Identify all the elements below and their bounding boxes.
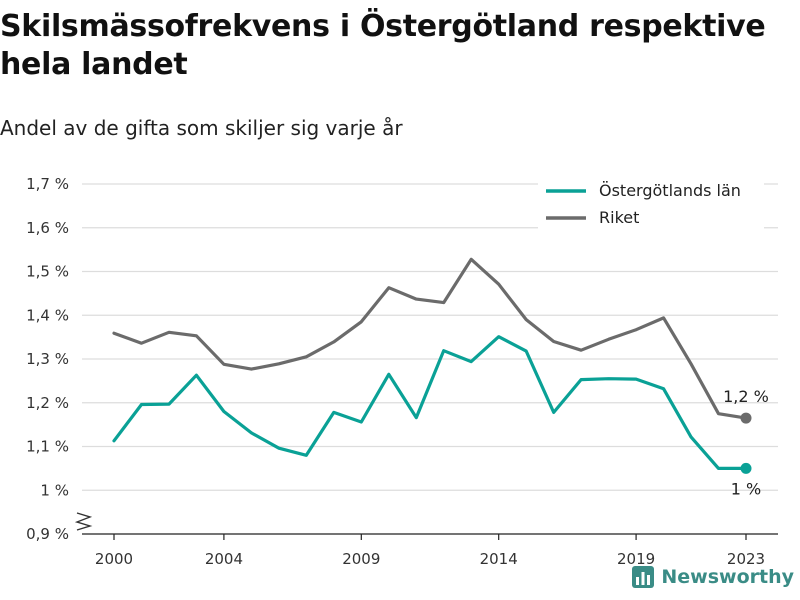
brand-name: Newsworthy [661, 566, 794, 588]
y-tick-label: 0,9 % [26, 525, 69, 543]
y-tick-label: 1,2 % [26, 394, 69, 412]
legend: Östergötlands län Riket [538, 174, 764, 232]
x-tick-label: 2019 [617, 550, 655, 568]
x-tick-label: 2004 [205, 550, 243, 568]
y-tick-label: 1,4 % [26, 306, 69, 324]
x-tick-label: 2009 [342, 550, 380, 568]
end-point [740, 462, 752, 474]
end-label: 1 % [731, 479, 761, 498]
axis-break-icon [74, 512, 93, 531]
chart-title: Skilsmässofrekvens i Östergötland respek… [0, 9, 766, 82]
end-point [740, 412, 752, 424]
legend-background [538, 174, 764, 232]
y-tick-label: 1 % [40, 481, 69, 499]
series-lines [112, 257, 752, 474]
end-labels: 1,2 % 1 % [723, 387, 769, 498]
series-line [112, 335, 748, 470]
end-label: 1,2 % [723, 387, 769, 406]
legend-label: Riket [599, 208, 639, 227]
x-tick-label: 2000 [95, 550, 133, 568]
y-tick-label: 1,5 % [26, 263, 69, 281]
series-line [112, 257, 748, 420]
axes: 0,9 % 1 % 1,1 % 1,2 % 1,3 % 1,4 % 1,5 % 1,6 % 1,… [26, 175, 778, 568]
y-tick-label: 1,1 % [26, 438, 69, 456]
bar-chart-icon [632, 566, 655, 588]
x-tick-label: 2023 [727, 550, 765, 568]
grid-lines [82, 183, 778, 491]
y-tick-label: 1,3 % [26, 350, 69, 368]
y-tick-label: 1,7 % [26, 175, 69, 193]
y-tick-label: 1,6 % [26, 219, 69, 237]
chart-subtitle: Andel av de gifta som skiljer sig varje … [0, 116, 403, 140]
x-tick-label: 2014 [480, 550, 518, 568]
brand-logo: Newsworthy [631, 562, 794, 592]
legend-label: Östergötlands län [599, 181, 741, 200]
